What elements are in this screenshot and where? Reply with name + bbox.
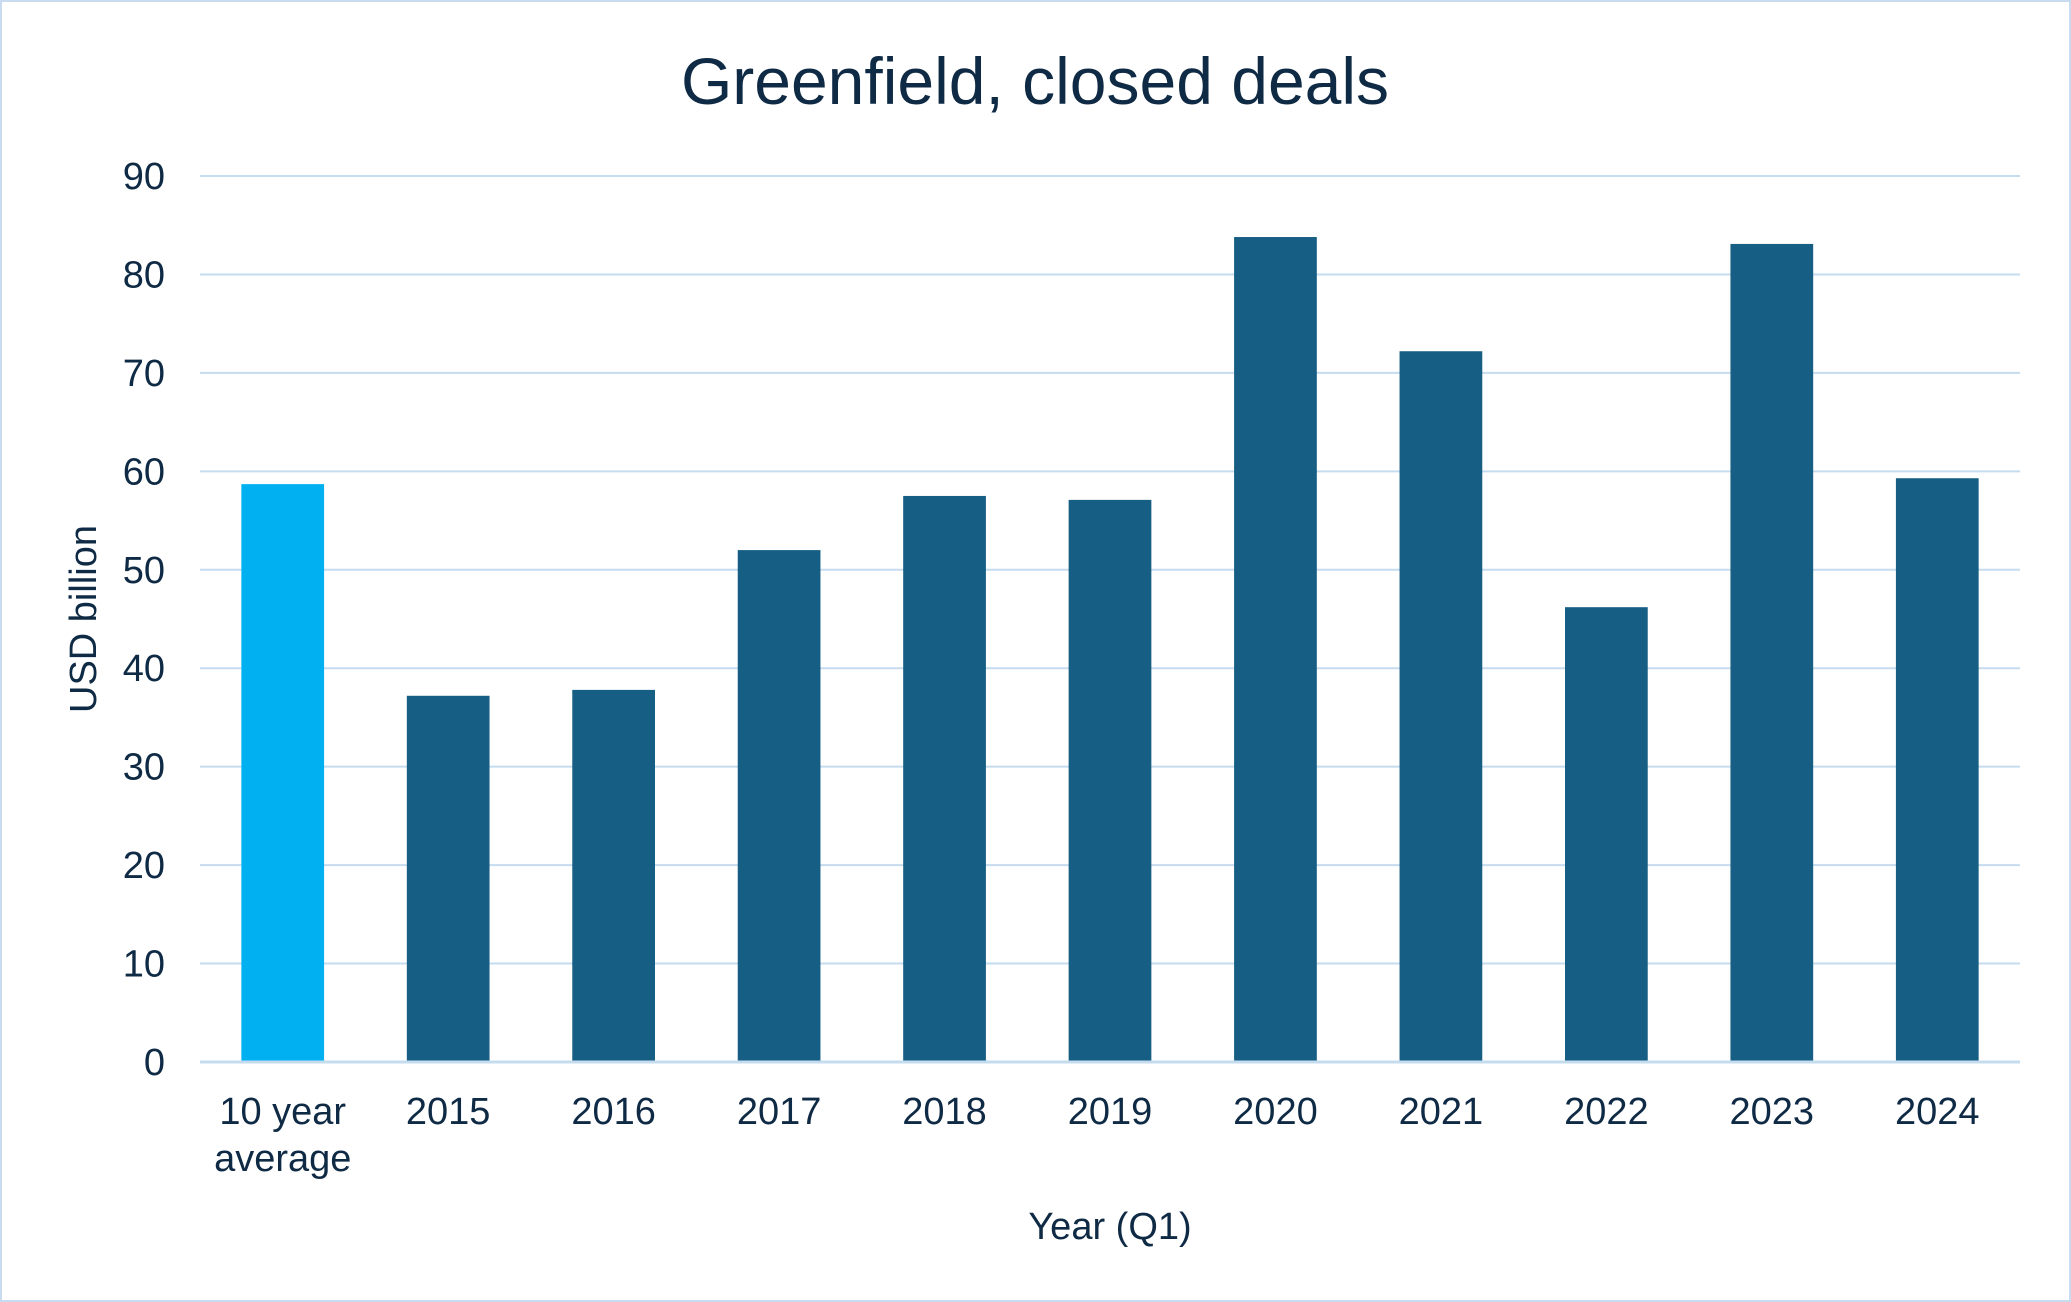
bar-2024 <box>1895 478 1979 1062</box>
x-tick-label: 2020 <box>1233 1091 1318 1133</box>
bars <box>241 237 1979 1063</box>
y-tick-label: 20 <box>123 845 165 887</box>
bar-2021 <box>1399 351 1483 1063</box>
x-tick-label: 2016 <box>571 1091 656 1133</box>
y-tick-label: 40 <box>123 648 165 690</box>
x-tick-label: 2015 <box>406 1091 491 1133</box>
x-tick-label: 2022 <box>1564 1091 1649 1133</box>
x-axis-ticks: 10 year average 2015 2016 2017 2018 2019 2020 20… <box>214 1091 1979 1180</box>
x-tick-label-line: 10 year <box>219 1091 346 1133</box>
y-tick-label: 90 <box>123 156 165 198</box>
x-tick-label-line: 2019 <box>1068 1091 1153 1133</box>
bar-2022 <box>1565 607 1648 1062</box>
x-tick-label-line: 2020 <box>1233 1091 1318 1133</box>
bar-2016 <box>572 689 655 1062</box>
chart-title: Greenfield, closed deals <box>681 44 1389 118</box>
x-tick-label-line: 2021 <box>1399 1091 1484 1133</box>
bar-2015 <box>406 695 490 1062</box>
bar-2017 <box>737 550 821 1062</box>
y-tick-label: 70 <box>123 353 165 395</box>
y-tick-label: 0 <box>144 1042 165 1084</box>
bar-10-year-average <box>241 484 325 1062</box>
x-tick-label: 2019 <box>1068 1091 1153 1133</box>
bar-2019 <box>1068 499 1152 1063</box>
bar-2018 <box>903 495 986 1062</box>
gridlines <box>200 175 2020 965</box>
x-tick-label-line: average <box>214 1138 351 1180</box>
x-tick-label: 2018 <box>902 1091 987 1133</box>
x-tick-label: 2023 <box>1730 1091 1815 1133</box>
x-tick-label-line: 2023 <box>1730 1091 1815 1133</box>
x-tick-label-line: 2022 <box>1564 1091 1649 1133</box>
x-tick-label-line: 2017 <box>737 1091 822 1133</box>
y-tick-label: 30 <box>123 747 165 789</box>
y-tick-label: 80 <box>123 254 165 296</box>
x-axis-label: Year (Q1) <box>1028 1206 1191 1248</box>
x-tick-label-line: 2016 <box>571 1091 656 1133</box>
x-tick-label: 2017 <box>737 1091 822 1133</box>
y-tick-label: 60 <box>123 451 165 493</box>
y-axis-ticks: 0 10 20 30 40 50 60 70 80 90 <box>123 156 165 1084</box>
bar-2020 <box>1234 237 1317 1063</box>
x-tick-label-line: 2015 <box>406 1091 491 1133</box>
x-tick-label: 10 year average <box>214 1091 351 1180</box>
y-tick-label: 10 <box>123 944 165 986</box>
x-tick-label-line: 2018 <box>902 1091 987 1133</box>
x-tick-label-line: 2024 <box>1895 1091 1980 1133</box>
y-tick-label: 50 <box>123 550 165 592</box>
y-axis-label: USD billion <box>63 525 105 713</box>
x-tick-label: 2024 <box>1895 1091 1980 1133</box>
bar-2023 <box>1730 243 1814 1063</box>
x-tick-label: 2021 <box>1399 1091 1484 1133</box>
